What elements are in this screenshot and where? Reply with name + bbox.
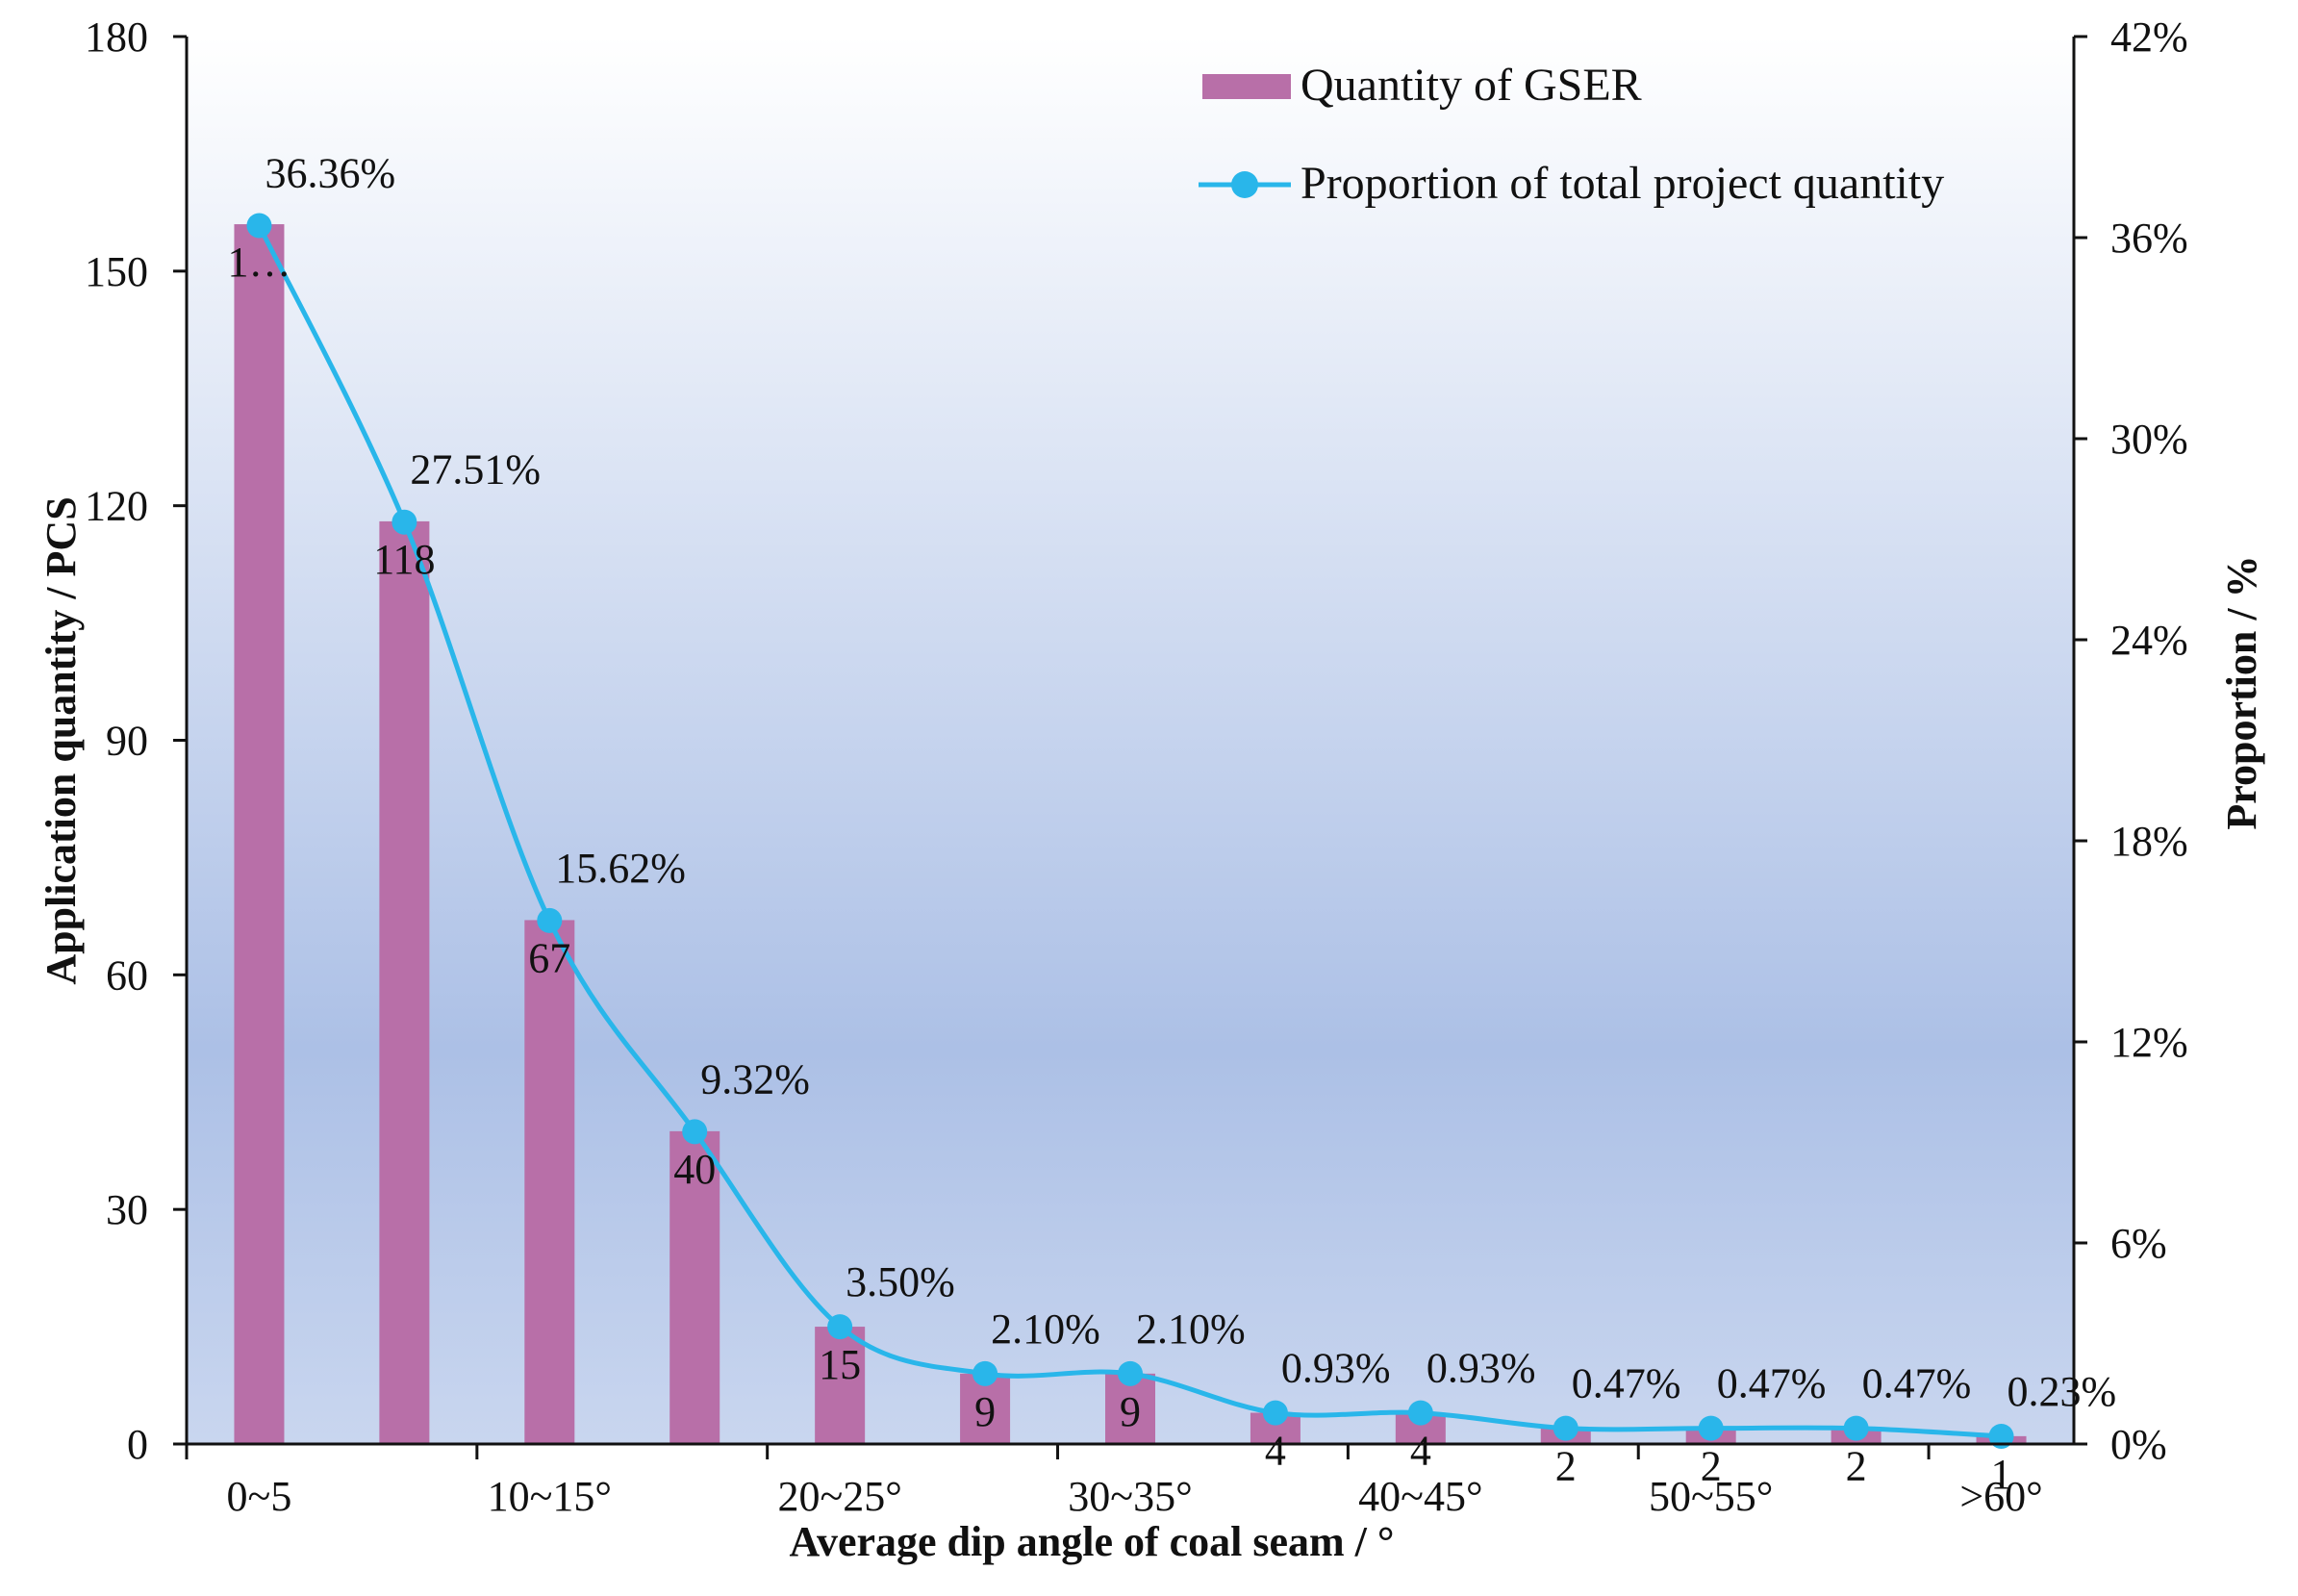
y-tick-label-right: 36% [2110, 215, 2188, 262]
bar [524, 920, 575, 1444]
line-point [827, 1314, 853, 1340]
line-point [972, 1360, 998, 1386]
percent-data-label: 0.47% [1572, 1360, 1681, 1407]
bar-data-label: 2 [1701, 1443, 1722, 1490]
y-tick-label-right: 30% [2110, 416, 2188, 463]
bar-data-label: 2 [1846, 1443, 1867, 1490]
y-tick-label-right: 12% [2110, 1019, 2188, 1066]
bar-data-label: 4 [1265, 1427, 1286, 1474]
line-point [537, 907, 563, 933]
legend-line-marker [1231, 171, 1258, 198]
x-tick-label: 50~55° [1649, 1473, 1773, 1520]
legend-line-label: Proportion of total project quantity [1301, 158, 1944, 209]
x-tick-label: 30~35° [1068, 1473, 1192, 1520]
line-point [1843, 1415, 1869, 1441]
percent-data-label: 3.50% [846, 1258, 955, 1305]
bar-data-label: 1… [227, 239, 290, 286]
x-axis-title: Average dip angle of coal seam / ° [789, 1518, 1394, 1565]
bar [379, 520, 430, 1444]
line-group [246, 213, 2014, 1449]
y-tick-label-left: 90 [106, 718, 148, 765]
y-tick-label-left: 180 [85, 13, 148, 61]
bar-data-label: 9 [1120, 1388, 1141, 1435]
line-point [1407, 1400, 1433, 1426]
line-point [246, 213, 272, 239]
x-tick-label: 40~45° [1358, 1473, 1482, 1520]
axes-group: 0 30 60 90 120 150 180 0% 6% 12% 18% 24% 30% 36% 42% 0~… [85, 13, 2188, 1520]
x-tick-label: 0~5 [227, 1473, 292, 1520]
line-point [1698, 1415, 1724, 1441]
percent-data-label: 15.62% [555, 845, 686, 892]
line-point [391, 509, 417, 535]
y-axis-title-left: Application quantity / PCS [38, 496, 85, 984]
bars-group [234, 224, 2027, 1445]
bar-data-label: 2 [1555, 1443, 1577, 1490]
y-tick-label-right: 0% [2110, 1421, 2167, 1468]
percent-data-label: 2.10% [991, 1305, 1100, 1353]
y-tick-label-right: 42% [2110, 13, 2188, 61]
line-point [682, 1119, 708, 1145]
y-tick-label-right: 24% [2110, 617, 2188, 664]
plot-background [187, 37, 2074, 1444]
y-axis-title-right: Proportion / % [2218, 555, 2265, 829]
legend-bar-swatch [1202, 74, 1291, 99]
percent-data-label: 36.36% [265, 149, 395, 196]
percent-data-label: 0.47% [1717, 1360, 1827, 1407]
percent-data-label: 0.93% [1281, 1345, 1391, 1392]
line-point [1118, 1360, 1143, 1386]
x-tick-label: 10~15° [488, 1473, 612, 1520]
legend-bar-label: Quantity of GSER [1301, 60, 1642, 111]
x-tick-label: 20~25° [777, 1473, 901, 1520]
line-point [1988, 1423, 2014, 1449]
bar-data-label: 4 [1410, 1427, 1431, 1474]
percent-data-label: 0.47% [1862, 1360, 1972, 1407]
bar-data-label: 67 [528, 934, 570, 981]
percent-data-label: 0.23% [2008, 1368, 2117, 1415]
percent-data-label: 9.32% [700, 1055, 810, 1102]
line-point [1553, 1415, 1578, 1441]
bar [669, 1130, 720, 1444]
percent-data-label: 0.93% [1427, 1345, 1536, 1392]
y-tick-label-right: 18% [2110, 818, 2188, 865]
x-tick-label: >60° [1959, 1473, 2042, 1520]
legend: Quantity of GSER Proportion of total pro… [1199, 60, 1944, 209]
bar [815, 1327, 866, 1444]
percent-data-label: 2.10% [1136, 1305, 1246, 1353]
bar-data-label: 40 [673, 1146, 716, 1193]
y-tick-label-left: 150 [85, 248, 148, 295]
labels-group: 1… 118 67 40 15 9 9 4 4 2 2 2 1 36.36% 27.51% 15.62% 9.3… [227, 149, 2116, 1497]
line-point [1262, 1400, 1288, 1426]
y-tick-label-left: 0 [127, 1421, 148, 1468]
y-tick-label-left: 120 [85, 483, 148, 530]
y-tick-label-right: 6% [2110, 1220, 2167, 1267]
y-tick-label-left: 30 [106, 1186, 148, 1233]
bar [234, 224, 285, 1445]
bar-data-label: 1 [1991, 1451, 2012, 1498]
y-tick-label-left: 60 [106, 951, 148, 999]
bar-data-label: 9 [974, 1388, 996, 1435]
percent-data-label: 27.51% [410, 446, 541, 494]
proportion-line [257, 224, 2002, 1439]
bar-data-label: 118 [373, 536, 435, 583]
bar-data-label: 15 [819, 1341, 861, 1388]
